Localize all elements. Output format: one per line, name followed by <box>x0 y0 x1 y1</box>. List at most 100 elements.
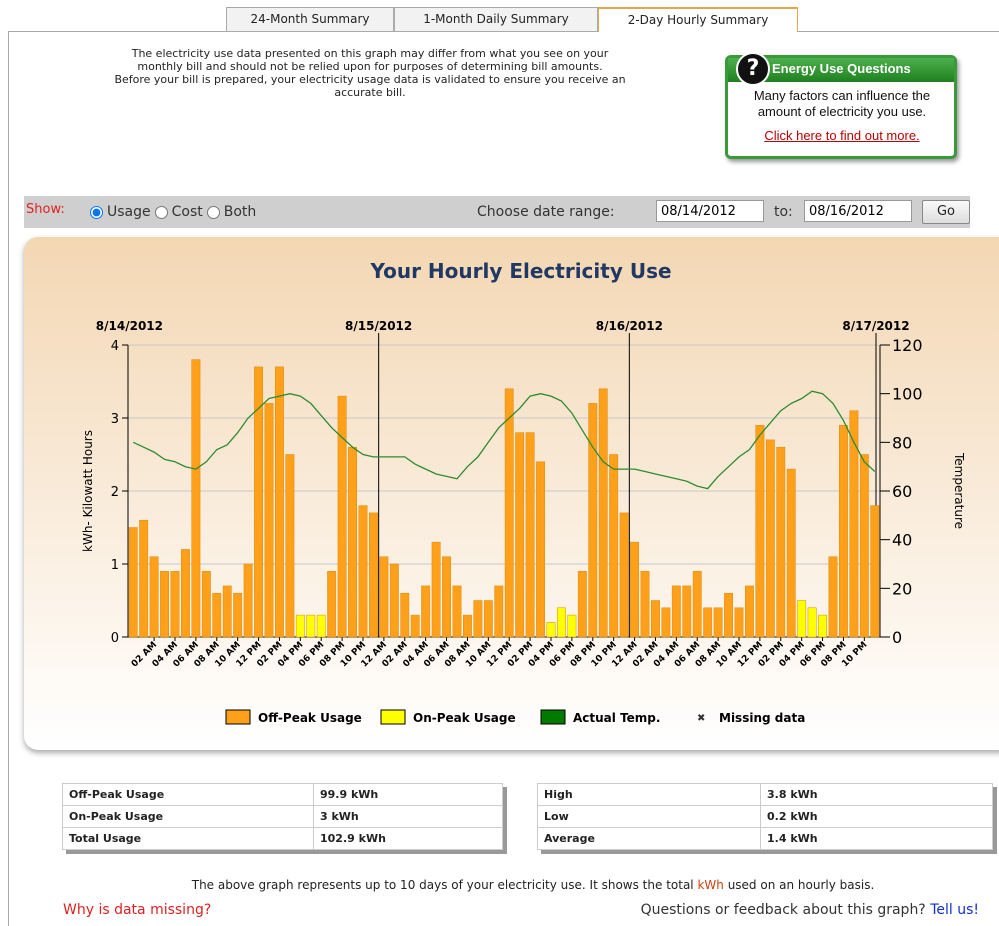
y-axis-title: kWh- Kilowatt Hours <box>81 430 95 552</box>
show-label: Show: <box>26 202 65 217</box>
bar <box>181 549 190 638</box>
legend-swatch <box>540 709 566 725</box>
legend-swatch <box>225 709 251 725</box>
bar <box>839 425 848 638</box>
bar <box>609 454 619 638</box>
date-label: 8/15/2012 <box>345 319 412 333</box>
y2-tick-label: 80 <box>892 433 912 452</box>
bar <box>557 607 566 638</box>
table-row: Low 0.2 kWh <box>537 805 993 828</box>
callout-link[interactable]: Click here to find out more. <box>764 128 920 143</box>
bar <box>275 366 284 638</box>
bar <box>306 614 316 638</box>
table-label: High <box>537 783 761 806</box>
date-to[interactable] <box>804 200 912 222</box>
bar <box>713 607 723 638</box>
notice-line: Before your bill is prepared, your elect… <box>114 73 626 86</box>
bar <box>765 439 775 638</box>
legend-label: On-Peak Usage <box>413 711 516 725</box>
go-button[interactable]: Go <box>922 200 970 224</box>
table-row: On-Peak Usage 3 kWh <box>62 805 503 828</box>
bar <box>201 571 211 638</box>
table-value: 0.2 kWh <box>760 805 993 828</box>
bar <box>212 592 222 638</box>
chart-title: Your Hourly Electricity Use <box>369 259 671 283</box>
bar <box>546 622 556 638</box>
radio[interactable] <box>206 205 220 219</box>
notice-line: accurate bill. <box>334 86 406 99</box>
bar <box>598 388 608 638</box>
bar <box>619 512 629 638</box>
bar <box>651 600 660 638</box>
bar <box>149 556 159 638</box>
notice: The electricity use data presented on th… <box>20 47 720 99</box>
bar <box>661 607 671 638</box>
bar <box>807 607 817 638</box>
radio-label: Both <box>223 204 257 220</box>
bar <box>191 359 201 638</box>
range-label: Choose date range: <box>477 204 615 220</box>
to-label: to: <box>774 204 793 220</box>
date-label: 8/17/2012 <box>842 319 909 333</box>
radio-group: Usage Cost Both <box>90 204 256 220</box>
feedback-text: Questions or feedback about this graph? <box>640 902 931 918</box>
bar <box>682 585 692 638</box>
bar <box>421 585 431 638</box>
y2-tick-label: 40 <box>892 531 912 550</box>
bar <box>128 527 138 638</box>
table-row: Off-Peak Usage 99.9 kWh <box>62 783 503 806</box>
y-tick-label: 2 <box>111 485 119 500</box>
missing-link[interactable]: Why is data missing? <box>63 902 212 918</box>
bar <box>818 614 827 638</box>
bar <box>692 571 702 638</box>
tab-active[interactable]: 2-Day Hourly Summary <box>598 7 798 32</box>
callout-text: Many factors can influence the amount of… <box>753 88 931 119</box>
y2-tick-label: 20 <box>892 579 912 598</box>
frame-top <box>8 31 999 32</box>
bar <box>285 454 295 638</box>
y2-tick-label: 100 <box>892 385 923 404</box>
bar <box>170 571 180 638</box>
callout-title: Energy Use Questions <box>772 61 911 76</box>
bar <box>515 432 525 638</box>
y-tick-label: 3 <box>111 412 119 427</box>
footer-note: The above graph represents up to 10 days… <box>8 878 999 892</box>
bar <box>369 512 378 638</box>
table-label: On-Peak Usage <box>62 805 314 828</box>
radio[interactable] <box>154 205 168 219</box>
bar <box>828 556 838 638</box>
bar <box>295 614 305 638</box>
bar <box>859 454 869 638</box>
bar <box>327 571 337 638</box>
bar <box>348 446 357 638</box>
legend-swatch <box>380 709 406 725</box>
bar <box>410 614 420 638</box>
y2-axis-title: Temperature <box>952 452 966 529</box>
legend-label: Actual Temp. <box>573 711 660 725</box>
bar <box>776 446 786 638</box>
bar <box>483 600 493 638</box>
feedback-link[interactable]: Tell us! <box>930 902 979 918</box>
bar <box>452 585 462 638</box>
tab[interactable]: 1-Month Daily Summary <box>394 7 598 31</box>
date-label: 8/16/2012 <box>596 319 663 333</box>
bar <box>630 541 639 638</box>
tab[interactable]: 24-Month Summary <box>226 7 394 31</box>
y-tick-label: 1 <box>111 558 119 573</box>
radio-option[interactable]: Both <box>206 204 257 220</box>
table-value: 3 kWh <box>313 805 503 828</box>
radio[interactable] <box>90 205 103 219</box>
footer-text: The above graph represents up to 10 days… <box>191 878 698 892</box>
bar <box>139 519 149 638</box>
table-row: Average 1.4 kWh <box>537 827 993 850</box>
bar <box>870 505 880 638</box>
radio-label: Cost <box>171 204 203 220</box>
bar <box>358 505 368 638</box>
bar <box>849 410 859 638</box>
callout: ? Energy Use Questions Many factors can … <box>725 52 957 159</box>
radio-option[interactable]: Cost <box>154 204 203 220</box>
radio-option[interactable]: Usage <box>90 204 151 220</box>
date-from[interactable] <box>656 200 764 222</box>
footer-text: used on an hourly basis. <box>723 878 875 892</box>
